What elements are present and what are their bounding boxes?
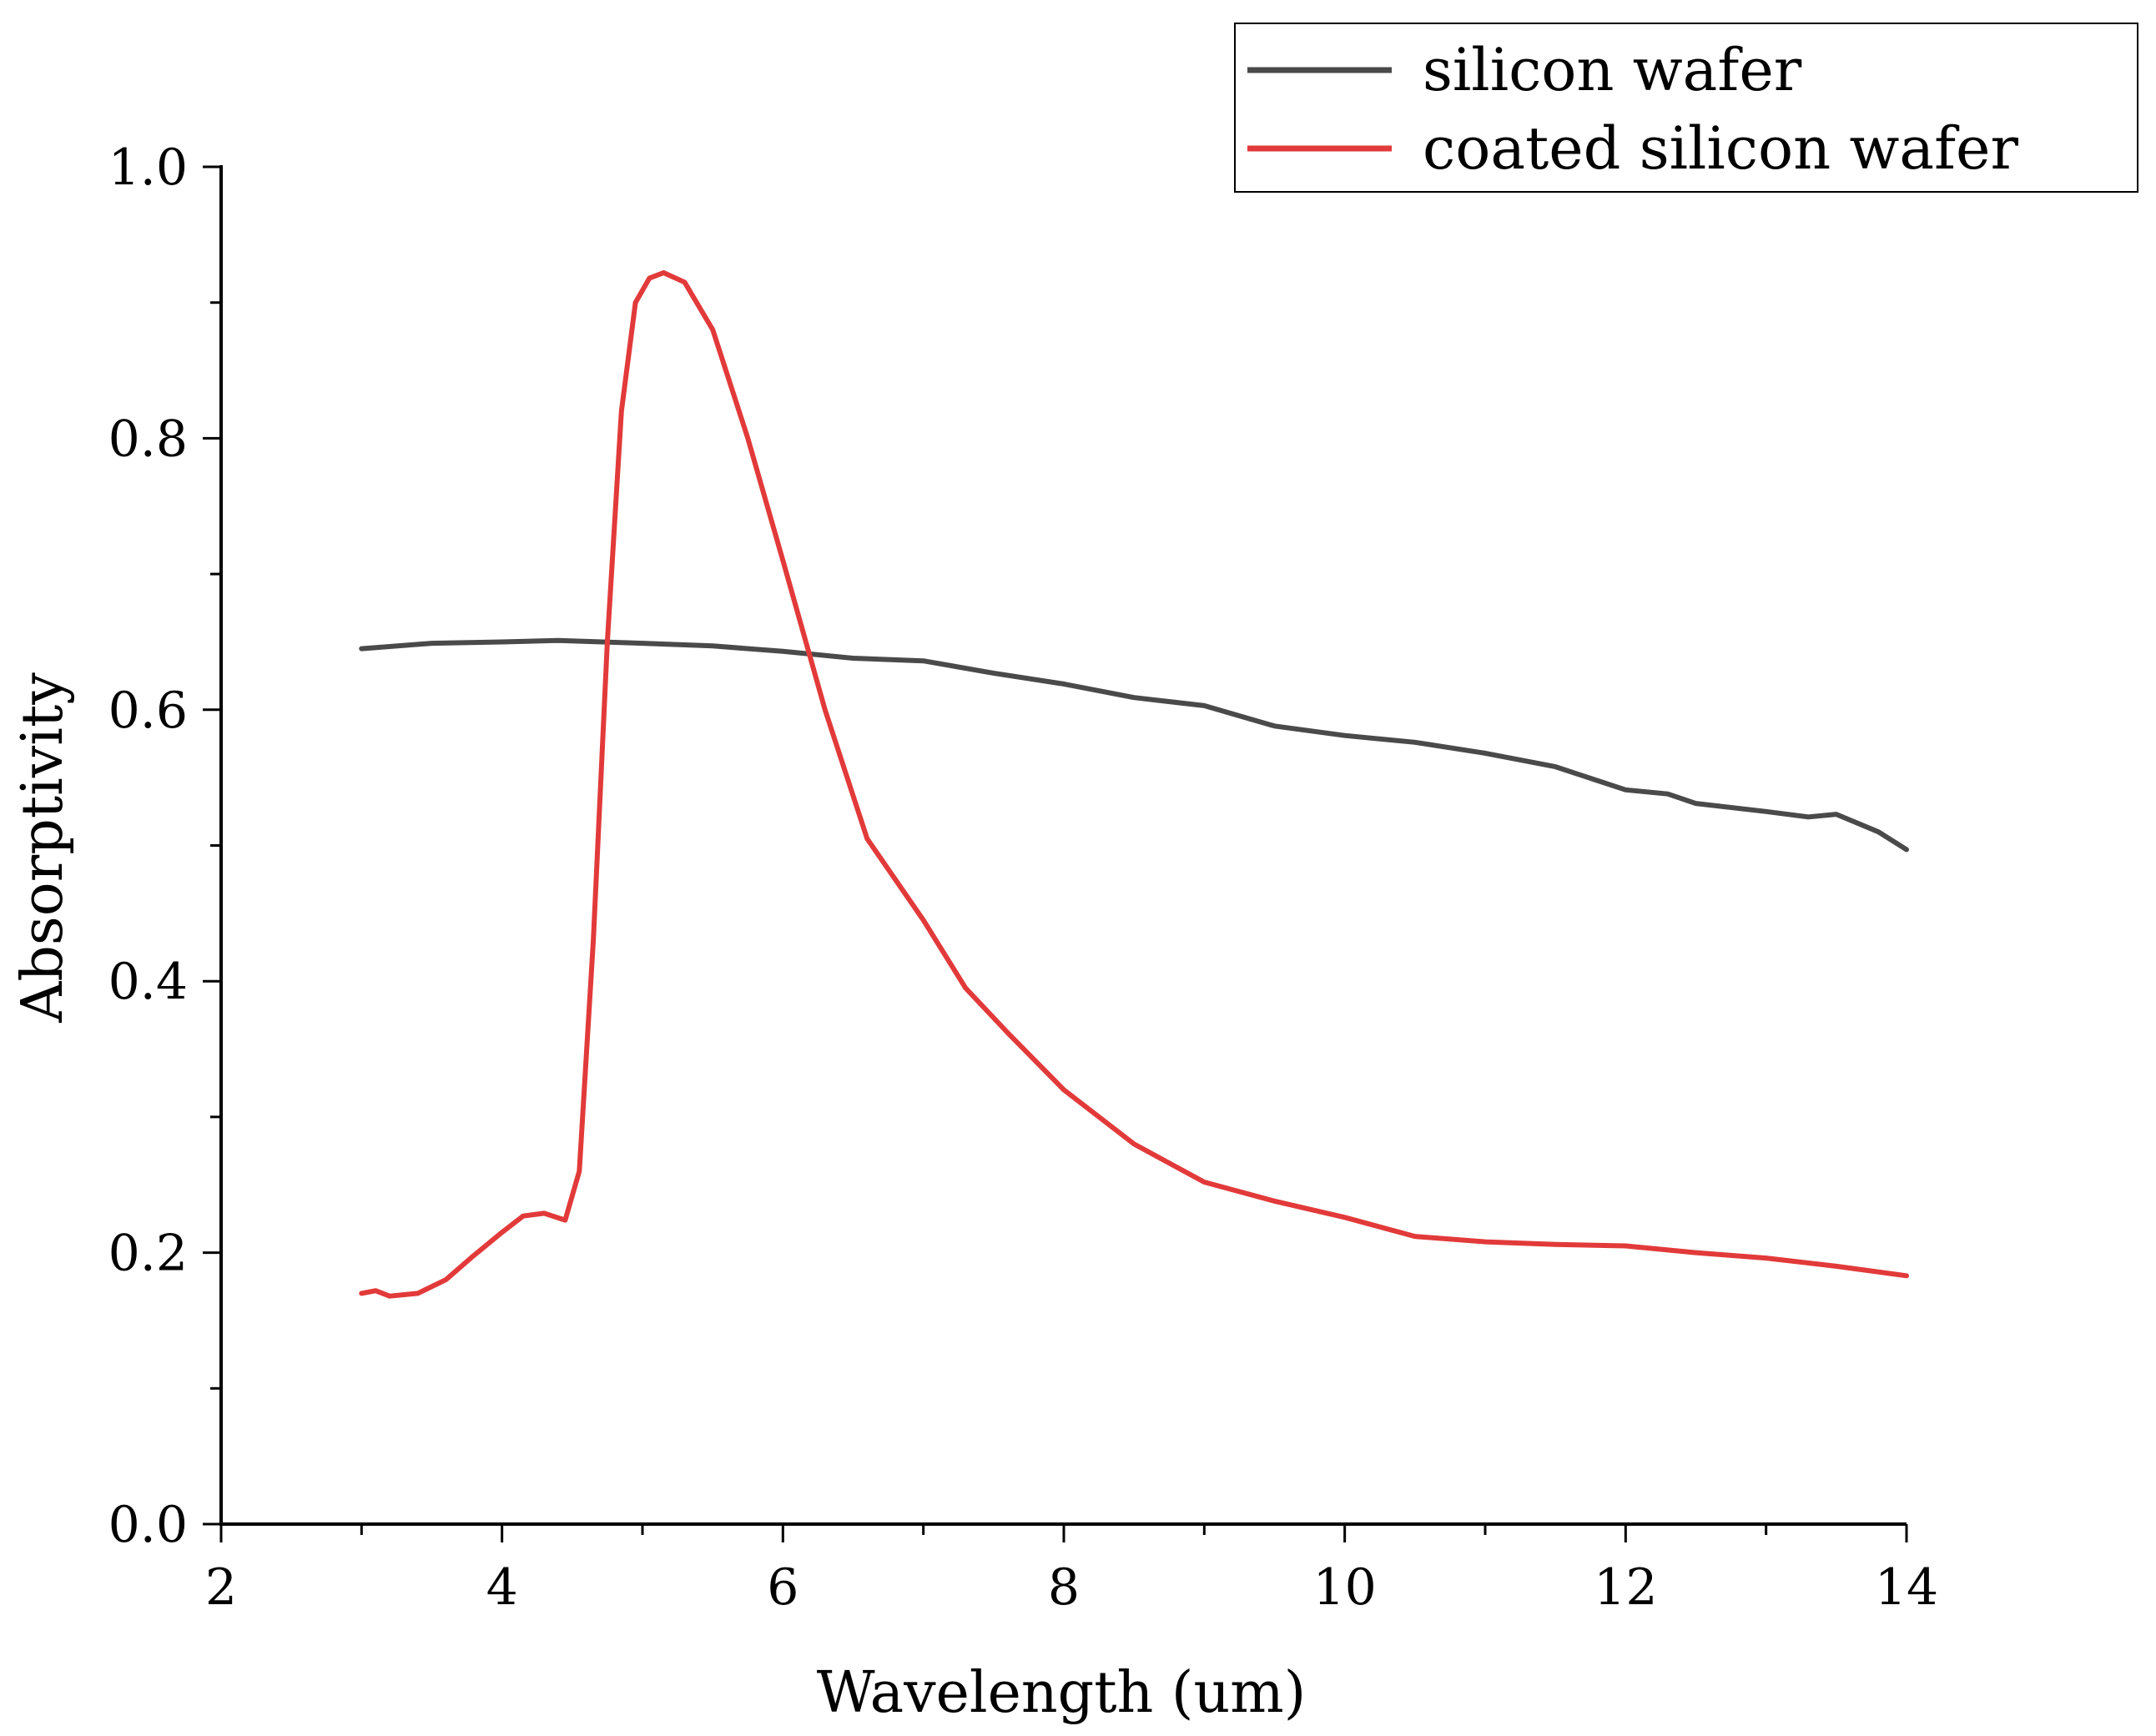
- x-tick-label: 6: [767, 1558, 798, 1617]
- x-tick-label: 12: [1594, 1558, 1657, 1617]
- x-tick-label: 2: [205, 1558, 237, 1617]
- x-axis-title: Wavelength (um): [817, 1660, 1307, 1726]
- series-line-coated-silicon-wafer: [359, 269, 1909, 1299]
- y-tick-label: 0.0: [108, 1496, 188, 1554]
- y-tick-label: 0.6: [108, 682, 188, 740]
- legend: silicon wafer coated silicon wafer: [1234, 23, 2138, 193]
- y-axis-title: Absorptivity: [10, 672, 76, 1024]
- legend-box: [1234, 23, 2138, 193]
- legend-label-coated-silicon-wafer: coated silicon wafer: [1423, 114, 2018, 183]
- x-tick-label: 14: [1875, 1558, 1938, 1617]
- x-ticks: 2 4 6 8 10 12 14: [205, 1524, 1938, 1617]
- series-line-silicon-wafer: [359, 637, 1909, 853]
- y-ticks: 0.0 0.2 0.4 0.6 0.8 1.0: [108, 138, 221, 1554]
- y-tick-label: 0.2: [108, 1225, 188, 1283]
- x-tick-label: 4: [486, 1558, 518, 1617]
- x-tick-label: 8: [1048, 1558, 1080, 1617]
- y-tick-label: 0.8: [108, 410, 188, 468]
- x-tick-label: 10: [1312, 1558, 1376, 1617]
- plot-lines: [359, 269, 1909, 1299]
- y-tick-label: 1.0: [108, 138, 188, 197]
- y-tick-label: 0.4: [108, 953, 188, 1011]
- legend-label-silicon-wafer: silicon wafer: [1423, 36, 1802, 104]
